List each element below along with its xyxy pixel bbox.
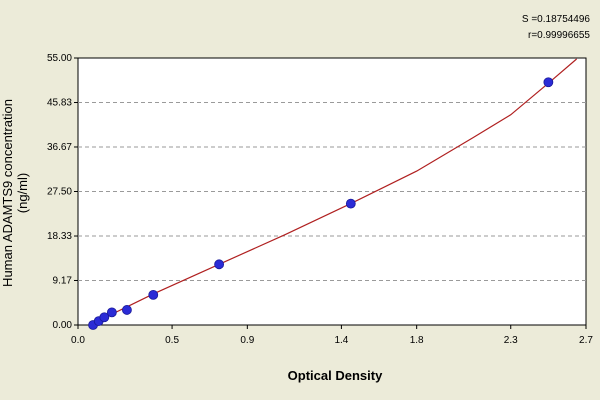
- data-point: [543, 77, 554, 88]
- x-tick-label: 2.3: [504, 335, 518, 346]
- data-point: [214, 259, 225, 270]
- x-tick-label: 1.8: [410, 335, 424, 346]
- y-tick-label: 36.67: [47, 142, 72, 153]
- x-tick-label: 1.4: [334, 335, 348, 346]
- x-tick-label: 0.5: [165, 335, 179, 346]
- data-point: [122, 305, 132, 315]
- axis-ticks: [74, 57, 587, 329]
- x-tick-label: 0.9: [240, 335, 254, 346]
- data-point: [148, 290, 159, 300]
- y-axis-title: Human ADAMTS9 concentration (ng/ml): [0, 99, 30, 287]
- y-tick-label: 55.00: [47, 53, 72, 64]
- y-tick-label: 0.00: [53, 320, 73, 331]
- data-point: [106, 307, 117, 318]
- y-tick-label: 45.83: [47, 98, 72, 109]
- x-tick-label: 0.0: [71, 335, 85, 346]
- data-points: [88, 77, 554, 330]
- stat-r: r=0.99996655: [527, 30, 590, 41]
- y-tick-label: 9.17: [53, 275, 73, 286]
- y-tick-label: 18.33: [47, 231, 72, 242]
- y-tick-label: 27.50: [47, 187, 72, 198]
- y-tick-labels: 0.00 9.17 18.33 27.50 36.67 45.83 55.00: [47, 53, 72, 331]
- x-axis-title: Optical Density: [287, 368, 383, 383]
- data-point: [99, 312, 110, 323]
- x-tick-labels: 0.0 0.5 0.9 1.4 1.8 2.3 2.7: [71, 335, 593, 346]
- grid-lines: [78, 102, 586, 281]
- x-tick-label: 2.7: [579, 335, 593, 346]
- data-point: [345, 198, 356, 209]
- stat-s: S =0.18754496: [521, 14, 590, 25]
